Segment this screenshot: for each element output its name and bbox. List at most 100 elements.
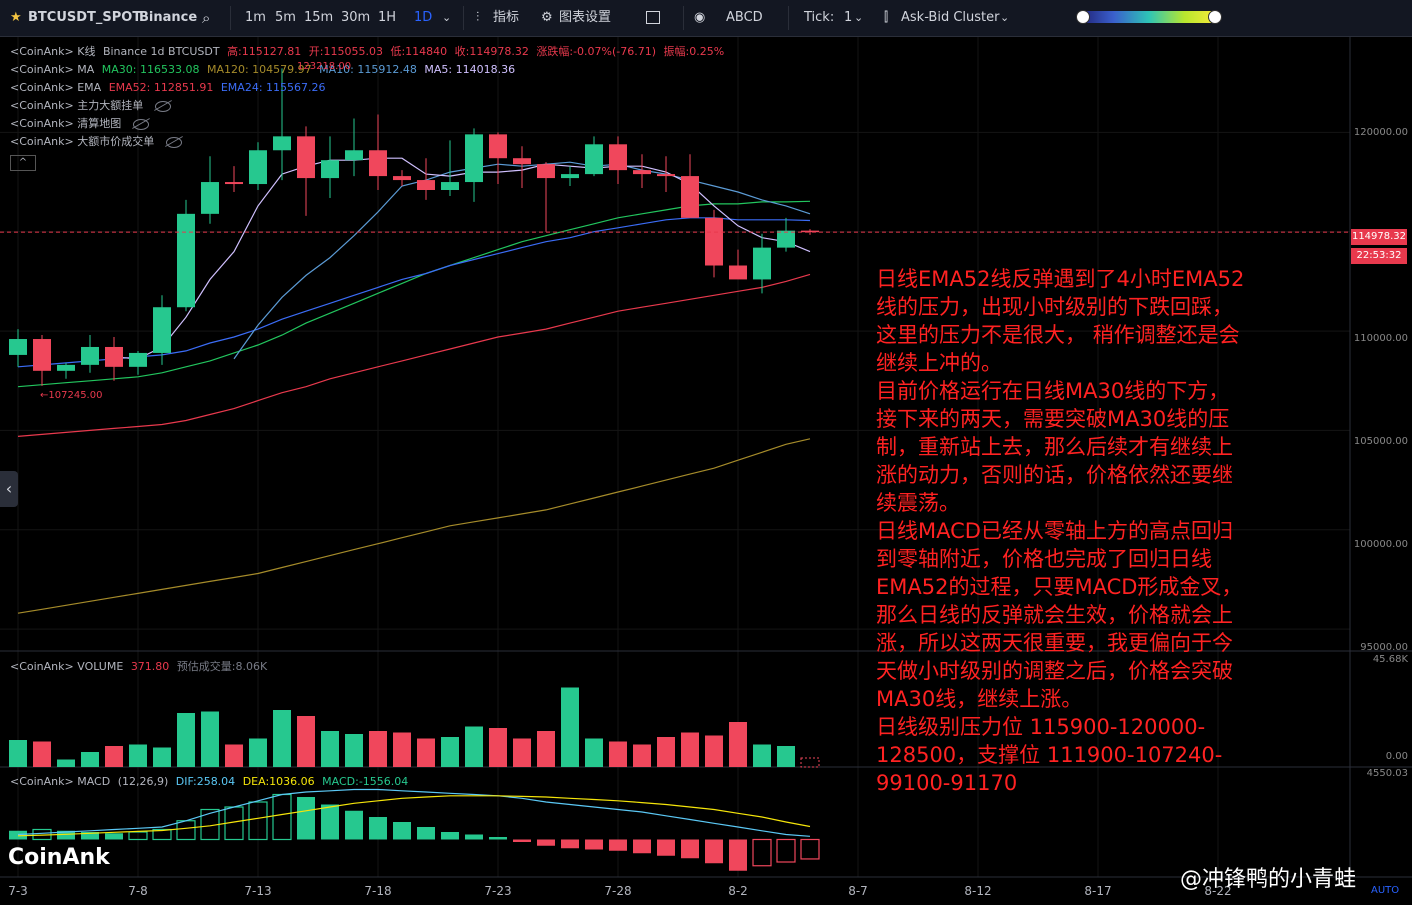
volume-bar — [369, 731, 387, 767]
candle-body — [273, 136, 291, 151]
x-axis-label: 7-13 — [244, 884, 272, 898]
ema24-value: EMA24: 115567.26 — [220, 81, 326, 94]
candle-body — [201, 182, 219, 214]
candle-body — [489, 134, 507, 159]
volume-title: <CoinAnk> VOLUME — [10, 660, 124, 673]
volume-axis-top: 45.68K — [1372, 654, 1408, 665]
chart-canvas[interactable] — [0, 37, 1412, 905]
eye-hidden-icon[interactable] — [133, 118, 150, 130]
ema-name: <CoinAnk> EMA — [10, 81, 102, 94]
volume-bar — [417, 738, 435, 767]
tick-value[interactable]: 1 — [844, 10, 853, 25]
ema24-line — [17, 217, 811, 368]
ema52-line — [17, 273, 811, 437]
interval-1m[interactable]: 1m — [245, 10, 266, 25]
exchange-name[interactable]: Binance — [139, 10, 198, 25]
hidden-indicator-2[interactable]: <CoinAnk> 清算地图 — [10, 117, 153, 131]
x-axis-label: 7-3 — [8, 884, 28, 898]
symbol-name[interactable]: BTCUSDT_SPOT — [28, 10, 142, 25]
volume-bar — [321, 731, 339, 767]
candle-body — [609, 144, 627, 171]
x-axis-label: 7-8 — [128, 884, 148, 898]
macd-histogram-bar — [393, 822, 411, 840]
cluster-dropdown[interactable]: Ask-Bid Cluster — [901, 10, 1000, 25]
macd-params: (12,26,9) — [117, 775, 169, 788]
ma30-line — [17, 200, 811, 388]
macd-histogram-bar — [9, 830, 27, 840]
volume-bar — [57, 759, 75, 767]
ema-legend: <CoinAnk> EMA EMA52: 112851.91 EMA24: 11… — [10, 81, 330, 95]
kline-change: 涨跌幅:-0.07%(-76.71) — [536, 45, 657, 58]
macd-histogram-bar — [800, 838, 820, 860]
volume-bar — [153, 747, 171, 767]
kline-amplitude: 振幅:0.25% — [663, 45, 725, 58]
collapse-legend-button[interactable]: ^ — [10, 155, 36, 171]
macd-histogram-bar — [321, 804, 339, 840]
hidden-indicator-label: <CoinAnk> 大额市价成交单 — [10, 135, 155, 148]
macd-histogram-bar — [152, 828, 172, 841]
eye-hidden-icon[interactable] — [155, 100, 172, 112]
indicators-button[interactable]: 指标 — [493, 10, 520, 25]
candle-body — [129, 352, 147, 367]
macd-histogram-bar — [776, 838, 796, 863]
macd-histogram-bar — [561, 839, 579, 849]
tick-chevron-icon[interactable]: ⌄ — [854, 11, 864, 24]
chart-settings-button[interactable]: 图表设置 — [559, 10, 612, 25]
volume-bar — [657, 737, 675, 767]
high-marker: 123218.00 — [297, 61, 352, 72]
indicators-icon[interactable]: ⫶ — [476, 10, 480, 25]
x-axis-label: 8-7 — [848, 884, 868, 898]
scroll-left-button[interactable]: ‹ — [0, 471, 18, 507]
kline-source: Binance 1d BTCUSDT — [102, 45, 220, 58]
macd-axis-top: 4550.03 — [1366, 768, 1408, 779]
fullscreen-icon[interactable] — [646, 0, 660, 36]
price-axis-label: 120000.00 — [1353, 127, 1408, 138]
interval-1h[interactable]: 1H — [378, 10, 397, 25]
cluster-chevron-icon[interactable]: ⌄ — [1000, 11, 1010, 24]
candle-body — [297, 136, 315, 179]
chevron-down-icon[interactable]: ⌄ — [442, 11, 452, 24]
candle-body — [177, 213, 195, 308]
volume-bar — [753, 744, 771, 767]
volume-bar — [465, 726, 483, 767]
top-toolbar: ★ BTCUSDT_SPOT Binance ⌕ 1m 5m 15m 30m 1… — [0, 0, 1412, 37]
hidden-indicator-3[interactable]: <CoinAnk> 大额市价成交单 — [10, 135, 186, 149]
cluster-icon[interactable]: ⫿ — [884, 10, 889, 25]
gear-icon[interactable]: ⚙ — [541, 10, 553, 25]
chart-area[interactable]: <CoinAnk> K线 Binance 1d BTCUSDT 高:115127… — [0, 37, 1412, 905]
candle-body — [729, 265, 747, 280]
heatmap-color-slider[interactable] — [1076, 10, 1222, 24]
ma120-value: MA120: 104579.97 — [206, 63, 312, 76]
volume-bar — [513, 738, 531, 767]
countdown-tag: 22:53:32 — [1351, 248, 1407, 264]
auto-scale-button[interactable]: AUTO — [1371, 885, 1400, 896]
interval-15m[interactable]: 15m — [304, 10, 334, 25]
search-icon[interactable]: ⌕ — [202, 9, 211, 27]
candle-body — [801, 230, 819, 233]
abcd-button[interactable]: ABCD — [726, 10, 763, 25]
volume-bar — [249, 738, 267, 767]
volume-bar — [345, 734, 363, 767]
volume-bar — [585, 738, 603, 767]
volume-bar — [729, 722, 747, 767]
macd-histogram-bar — [657, 839, 675, 856]
volume-bar — [33, 741, 51, 767]
annotation-paragraph: 日线EMA52线反弹遇到了4小时EMA52线的压力，出现小时级别的下跌回踩，这里… — [876, 267, 1245, 375]
ma-name: <CoinAnk> MA — [10, 63, 95, 76]
interval-30m[interactable]: 30m — [341, 10, 371, 25]
interval-1d[interactable]: 1D — [414, 10, 433, 25]
volume-bar — [705, 735, 723, 767]
x-axis-label: 7-23 — [484, 884, 512, 898]
candle-body — [249, 150, 267, 185]
price-axis-label: 110000.00 — [1353, 333, 1408, 344]
candle-body — [681, 176, 699, 218]
interval-5m[interactable]: 5m — [275, 10, 296, 25]
eye-hidden-icon[interactable] — [166, 136, 183, 148]
volume-value: 371.80 — [130, 660, 170, 673]
eye-icon[interactable]: ◉ — [694, 10, 706, 25]
slider-handle-right[interactable] — [1208, 10, 1222, 24]
slider-handle-left[interactable] — [1076, 10, 1090, 24]
hidden-indicator-1[interactable]: <CoinAnk> 主力大额挂单 — [10, 99, 175, 113]
x-axis-label: 8-17 — [1084, 884, 1112, 898]
favorite-star-icon[interactable]: ★ — [10, 10, 22, 25]
